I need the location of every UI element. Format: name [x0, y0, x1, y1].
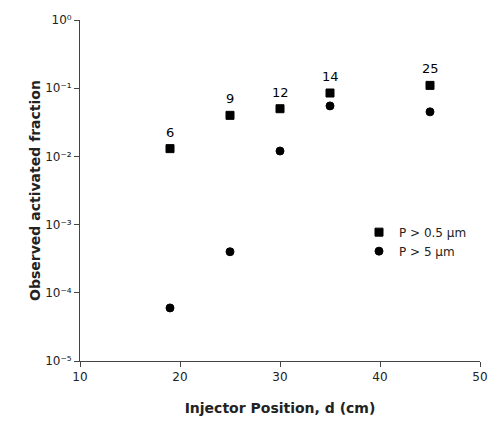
svg-text:Observed activated fraction: Observed activated fraction	[27, 80, 43, 301]
svg-text:10⁻¹: 10⁻¹	[45, 81, 72, 95]
svg-text:25: 25	[422, 61, 439, 76]
svg-text:12: 12	[272, 85, 289, 100]
svg-text:10⁰: 10⁰	[52, 13, 72, 27]
svg-text:20: 20	[172, 370, 187, 384]
svg-text:P > 5 μm: P > 5 μm	[399, 245, 455, 259]
svg-text:Injector Position, d (cm): Injector Position, d (cm)	[185, 400, 376, 416]
svg-text:6: 6	[166, 125, 174, 140]
svg-text:50: 50	[472, 370, 487, 384]
svg-text:10⁻²: 10⁻²	[45, 150, 72, 164]
svg-text:10⁻³: 10⁻³	[45, 218, 72, 232]
svg-text:10⁻⁵: 10⁻⁵	[45, 354, 72, 368]
svg-text:40: 40	[372, 370, 387, 384]
svg-text:10: 10	[72, 370, 87, 384]
svg-text:P > 0.5 μm: P > 0.5 μm	[399, 226, 466, 240]
svg-text:30: 30	[272, 370, 287, 384]
svg-text:9: 9	[226, 91, 234, 106]
svg-text:10⁻⁴: 10⁻⁴	[45, 286, 72, 300]
svg-text:14: 14	[322, 69, 339, 84]
